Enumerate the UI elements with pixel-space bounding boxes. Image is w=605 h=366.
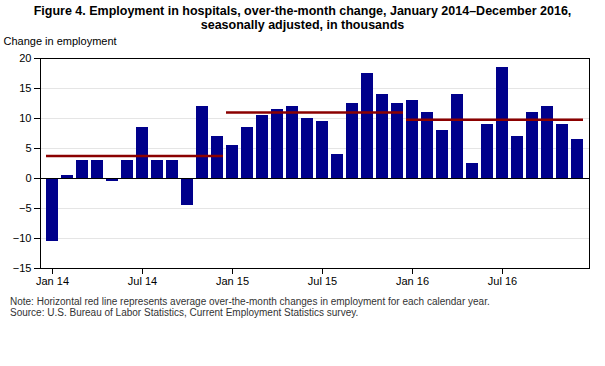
svg-text:Jan 15: Jan 15 bbox=[216, 275, 249, 287]
svg-text:5: 5 bbox=[25, 142, 31, 154]
svg-text:Change in employment: Change in employment bbox=[4, 35, 117, 47]
svg-text:Jul 14: Jul 14 bbox=[128, 275, 157, 287]
svg-text:−10: −10 bbox=[13, 232, 32, 244]
svg-text:0: 0 bbox=[25, 172, 31, 184]
svg-text:Jan 16: Jan 16 bbox=[396, 275, 429, 287]
html-text:Note: Horizontal red line repr: Note: Horizontal red line represents ave… bbox=[10, 296, 490, 318]
svg-text:20: 20 bbox=[19, 52, 31, 64]
html-text:Figure 4. Employment in hospit: Figure 4. Employment in hospitals, over-… bbox=[33, 4, 572, 32]
svg-text:10: 10 bbox=[19, 112, 31, 124]
svg-text:Jul 15: Jul 15 bbox=[308, 275, 337, 287]
svg-text:15: 15 bbox=[19, 82, 31, 94]
svg-text:−5: −5 bbox=[19, 202, 32, 214]
svg-text:Jul 16: Jul 16 bbox=[488, 275, 517, 287]
svg-text:Jan 14: Jan 14 bbox=[36, 275, 69, 287]
svg-text:−15: −15 bbox=[13, 262, 32, 274]
